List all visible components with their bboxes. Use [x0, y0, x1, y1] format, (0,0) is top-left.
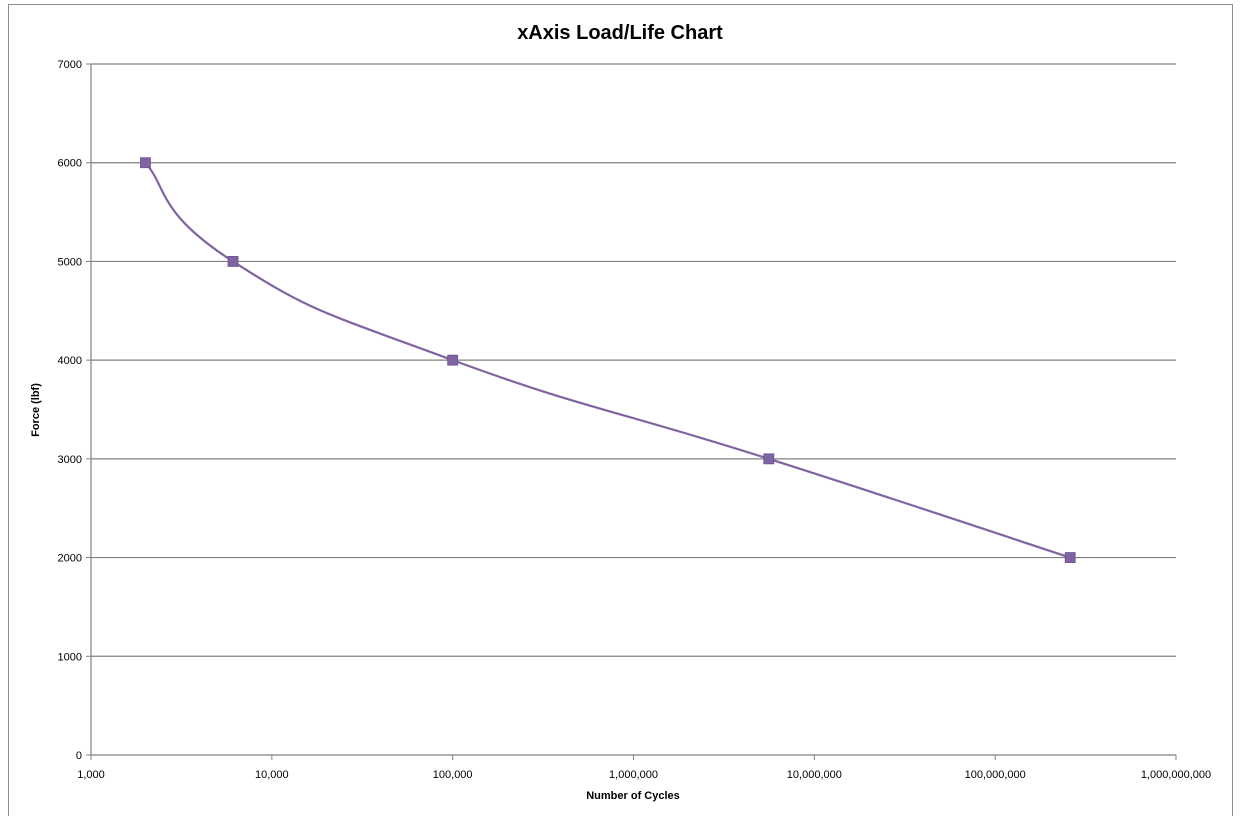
data-series — [140, 157, 1076, 563]
x-tick-label: 100,000 — [433, 769, 473, 781]
x-axis-title: Number of Cycles — [586, 790, 680, 802]
y-tick-label: 4000 — [58, 355, 82, 367]
data-point-marker — [227, 256, 239, 267]
data-point-marker — [1064, 552, 1076, 563]
y-tick-label: 5000 — [58, 256, 82, 268]
x-tick-label: 10,000 — [255, 769, 289, 781]
x-tick-label: 1,000,000 — [609, 769, 658, 781]
series-line — [144, 161, 1071, 559]
y-tick-label: 2000 — [58, 553, 82, 565]
data-point-marker — [447, 354, 459, 366]
data-point-marker — [140, 157, 151, 169]
y-axis-title: Force (lbf) — [30, 383, 42, 437]
x-tick-label: 100,000,000 — [965, 769, 1026, 781]
x-tick-label: 10,000,000 — [787, 769, 842, 781]
tick-labels: 0 1000 2000 3000 4000 5000 6000 7000 1,000 10,000… — [58, 59, 1212, 781]
data-point-marker — [763, 453, 775, 465]
x-tick-label: 1,000,000,000 — [1141, 769, 1211, 781]
y-tick-label: 0 — [76, 750, 82, 762]
axes — [86, 63, 1177, 760]
gridlines — [91, 63, 1176, 657]
x-tick-label: 1,000 — [77, 769, 105, 781]
y-tick-label: 7000 — [58, 59, 82, 71]
chart-title: xAxis Load/Life Chart — [517, 22, 723, 44]
y-tick-label: 6000 — [58, 158, 82, 170]
y-tick-label: 1000 — [58, 651, 82, 663]
y-tick-label: 3000 — [58, 454, 82, 466]
chart-area — [8, 4, 1233, 816]
